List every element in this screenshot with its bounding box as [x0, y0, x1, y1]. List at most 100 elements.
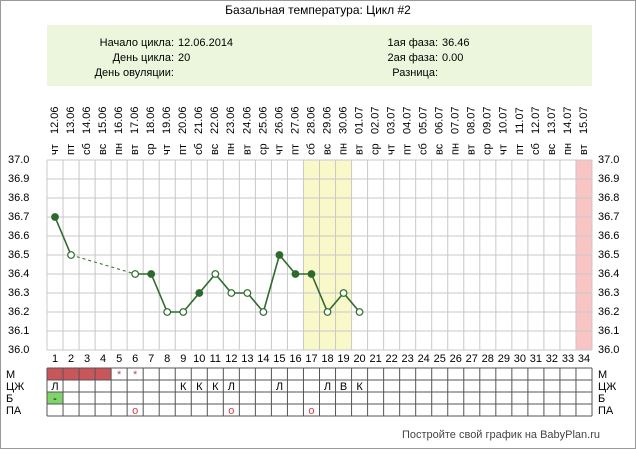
y-tick-label: 36.3	[8, 287, 29, 299]
title: Базальная температура: Цикл #2	[225, 3, 411, 17]
x-tick-label: 5	[116, 353, 122, 365]
info-label: 2ая фаза:	[387, 52, 438, 64]
x-tick-label: 9	[180, 353, 186, 365]
cell-fill	[47, 368, 64, 380]
temperature-point	[355, 308, 364, 316]
temperature-point	[51, 213, 59, 221]
date-label: 08.07	[466, 106, 478, 134]
date-label: 15.07	[578, 106, 590, 134]
x-tick-label: 11	[210, 353, 221, 365]
cell-text: *	[117, 369, 122, 381]
x-tick-label: 15	[273, 353, 285, 365]
x-tick-label: 10	[193, 353, 205, 365]
x-tick-label: 6	[132, 353, 138, 365]
date-label: 05.07	[418, 106, 430, 134]
date-label: 03.07	[386, 106, 398, 134]
x-tick-label: 33	[562, 353, 574, 365]
info-value: 0.00	[442, 52, 463, 64]
date-label: 14.06	[81, 106, 93, 134]
row-label-right: М	[598, 369, 607, 381]
y-tick-label: 36.7	[8, 211, 29, 223]
weekday-label: чт	[498, 144, 510, 155]
x-tick-label: 29	[498, 353, 510, 365]
temperature-point	[211, 270, 220, 278]
date-label: 19.06	[161, 106, 173, 134]
date-label: 30.06	[337, 106, 349, 134]
cell-text: К	[180, 381, 187, 393]
row-label: ЦЖ	[6, 381, 24, 393]
weekday-label: вт	[578, 144, 590, 155]
weekday-label: вс	[321, 143, 333, 155]
x-tick-label: 16	[289, 353, 301, 365]
date-label: 14.07	[562, 106, 574, 134]
x-tick-label: 13	[241, 353, 253, 365]
weekday-label: чт	[49, 144, 61, 155]
temperature-point	[195, 289, 204, 297]
weekday-label: пн	[225, 143, 237, 155]
date-label: 16.06	[113, 106, 125, 134]
temperature-point	[179, 308, 188, 316]
temperature-point	[323, 308, 332, 316]
info-box	[47, 25, 592, 86]
row-label-right: ПА	[598, 405, 614, 417]
cell-text: o	[132, 405, 138, 417]
weekday-label: вт	[466, 144, 478, 155]
x-tick-label: 31	[530, 353, 542, 365]
x-tick-label: 23	[402, 353, 414, 365]
x-tick-label: 26	[450, 353, 462, 365]
x-tick-label: 12	[225, 353, 237, 365]
x-tick-label: 20	[353, 353, 365, 365]
y-tick-label-right: 36.6	[598, 230, 619, 242]
x-tick-label: 32	[546, 353, 558, 365]
weekday-label: пт	[402, 144, 414, 155]
weekday-label: чт	[386, 144, 398, 155]
cell-text: o	[308, 405, 314, 417]
info-value: 36.46	[442, 37, 470, 49]
temperature-point	[131, 270, 140, 278]
date-label: 22.06	[209, 106, 221, 134]
y-tick-label-right: 36.9	[598, 173, 619, 185]
gap-line	[70, 254, 136, 275]
cell-text: *	[133, 369, 138, 381]
temperature-point	[67, 251, 75, 259]
y-tick-label: 36.0	[8, 344, 29, 356]
x-tick-label: 1	[52, 353, 58, 365]
x-tick-label: 7	[148, 353, 154, 365]
date-label: 11.07	[514, 107, 526, 134]
row-label: М	[6, 369, 15, 381]
y-tick-label-right: 36.4	[598, 268, 619, 280]
info-value: 20	[178, 52, 190, 64]
weekday-label: пт	[65, 144, 77, 155]
x-tick-label: 28	[482, 353, 494, 365]
row-label-right: ЦЖ	[598, 381, 616, 393]
info-label: День цикла:	[113, 52, 174, 64]
x-tick-label: 19	[337, 353, 349, 365]
temperature-point	[243, 289, 252, 297]
y-tick-label-right: 37.0	[598, 154, 619, 166]
weekday-label: пт	[514, 144, 526, 155]
date-label: 28.06	[305, 106, 317, 134]
x-tick-label: 22	[386, 353, 398, 365]
info-label: Начало цикла:	[100, 37, 174, 49]
weekday-label: пн	[337, 143, 349, 155]
temperature-point	[339, 289, 348, 297]
date-label: 02.07	[370, 106, 382, 134]
date-label: 15.06	[97, 106, 109, 134]
date-label: 29.06	[321, 106, 333, 134]
row-label: ПА	[6, 405, 22, 417]
temperature-point	[259, 308, 268, 316]
x-tick-label: 8	[164, 353, 170, 365]
date-label: 18.06	[145, 106, 157, 134]
temperature-point	[275, 251, 284, 259]
y-tick-label: 36.6	[8, 230, 29, 242]
cell-text: Л	[276, 381, 283, 393]
y-tick-label-right: 36.7	[598, 211, 619, 223]
weekday-label: чт	[273, 144, 285, 155]
date-label: 26.06	[273, 106, 285, 134]
x-tick-label: 25	[434, 353, 446, 365]
x-tick-label: 30	[514, 353, 526, 365]
y-tick-label: 36.4	[8, 268, 29, 280]
weekday-label: чт	[161, 144, 173, 155]
x-tick-label: 2	[68, 353, 74, 365]
date-label: 12.07	[530, 106, 542, 134]
